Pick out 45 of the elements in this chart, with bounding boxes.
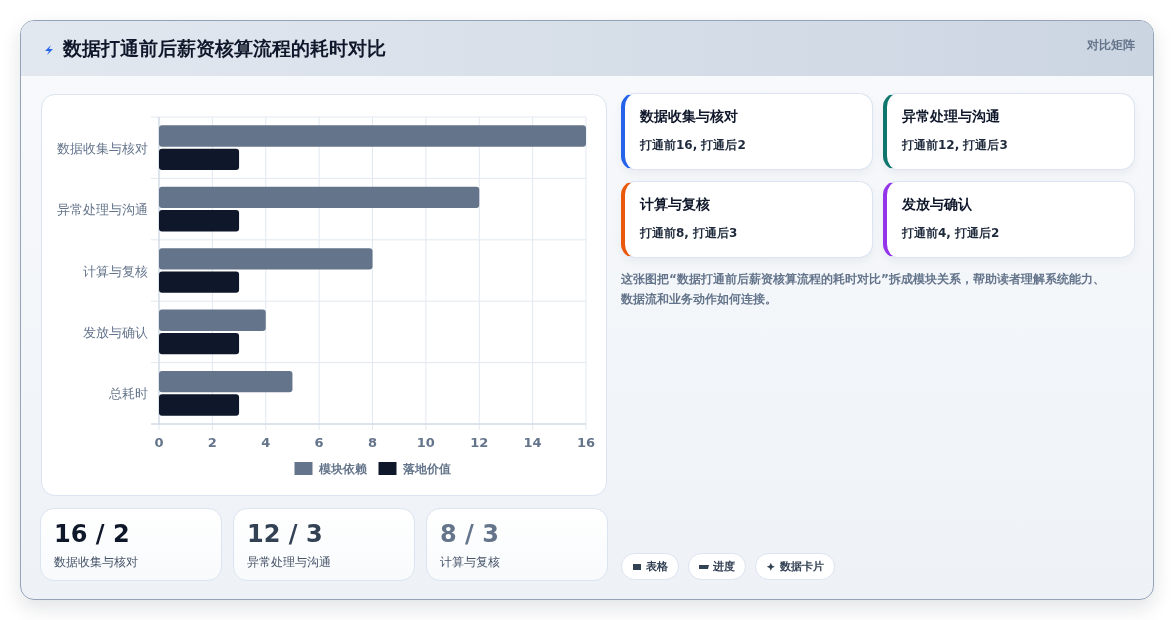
category-label: 计算与复核: [440, 554, 500, 571]
y-tick-label: 数据收集与核对: [57, 140, 148, 156]
text: 数据打通前后薪资核算流程的耗时对比: [63, 36, 386, 61]
category-label: 计算与复核: [640, 196, 710, 214]
text: 打通前8, 打通后3: [640, 225, 738, 242]
category-label: 异常处理与沟通: [247, 554, 331, 571]
bar: [159, 332, 240, 355]
text: 8 / 3: [440, 520, 499, 548]
x-tick-label: 12: [470, 435, 489, 450]
legend-label: 模块依赖: [317, 462, 368, 476]
x-tick-label: 10: [416, 435, 435, 450]
text: 12 / 3: [247, 520, 323, 548]
text: 表格: [646, 559, 668, 574]
x-tick-label: 2: [207, 435, 217, 450]
bar: [159, 125, 586, 147]
text: 进度: [713, 559, 735, 574]
text: 这张图把“数据打通前后薪资核算流程的耗时对比”拆成模块关系，帮助读者理解系统能力、数据流和业务动作如何连接。: [621, 271, 1106, 308]
bar: [159, 370, 293, 393]
bar: [159, 248, 373, 270]
x-tick-label: 0: [154, 435, 164, 450]
category-label: 数据收集与核对: [640, 108, 738, 126]
bar: [159, 271, 240, 293]
text: 打通前4, 打通后2: [902, 225, 1000, 242]
text: 数据卡片: [780, 559, 824, 574]
legend-label: 落地价值: [401, 462, 451, 476]
text: 16 / 2: [54, 520, 130, 548]
text: 打通前12, 打通后3: [902, 137, 1008, 154]
x-tick-label: 4: [261, 435, 271, 450]
x-tick-label: 8: [367, 435, 378, 450]
text: 打通前16, 打通后2: [640, 137, 746, 154]
bar: [159, 309, 266, 331]
y-tick-label: 发放与确认: [83, 324, 148, 340]
y-tick-label: 总耗时: [108, 386, 148, 402]
x-tick-label: 14: [523, 435, 542, 450]
x-tick-label: 6: [314, 435, 324, 450]
bar: [159, 210, 240, 232]
text: 对比矩阵: [1087, 37, 1135, 54]
y-tick-label: 计算与复核: [83, 263, 148, 279]
bar: [159, 394, 240, 416]
bar: [159, 186, 480, 209]
category-label: 异常处理与沟通: [902, 108, 1000, 126]
category-label: 发放与确认: [902, 196, 972, 214]
y-tick-label: 异常处理与沟通: [57, 202, 148, 218]
bar: [159, 148, 240, 171]
x-tick-label: 16: [576, 435, 596, 450]
